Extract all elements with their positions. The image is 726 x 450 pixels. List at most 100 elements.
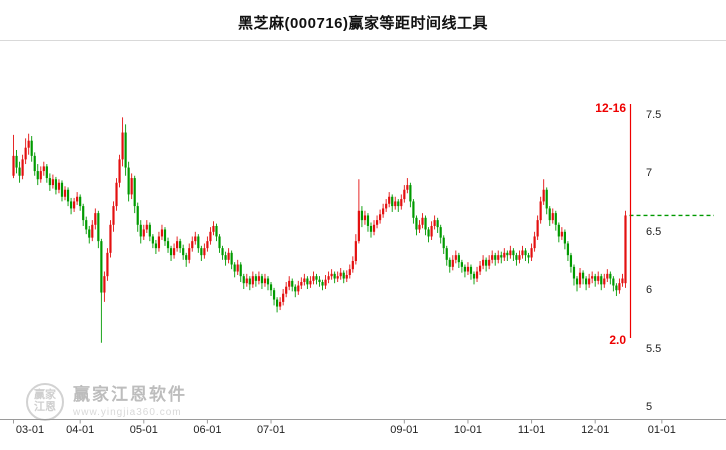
candle-body (318, 279, 321, 283)
candle-body (79, 196, 82, 207)
marker-value-label: 2.0 (609, 333, 626, 347)
candle-body (24, 147, 27, 160)
candle-body (169, 248, 173, 256)
candle-body (185, 255, 188, 260)
candle-body (88, 229, 91, 238)
candle-body (121, 132, 124, 160)
candle-body (321, 282, 324, 286)
candle-body (439, 227, 442, 238)
candle-body (48, 178, 51, 186)
candle-body (481, 259, 485, 266)
candle-body (139, 224, 142, 237)
candle-body (112, 206, 115, 225)
candle-body (212, 225, 215, 232)
candle-body (188, 248, 191, 260)
candle-body (560, 231, 563, 237)
candle-body (15, 155, 18, 168)
candle-body (45, 166, 48, 179)
candle-body (421, 217, 424, 225)
candle-body (76, 196, 79, 202)
candle-body (285, 286, 288, 294)
candle-body (385, 203, 388, 209)
candle-body (348, 269, 351, 276)
candle-body (563, 231, 566, 244)
candle-body (148, 224, 151, 237)
candle-body (109, 224, 112, 253)
candle-body (306, 278, 309, 285)
title-separator (0, 40, 726, 41)
candle-body (557, 224, 560, 237)
candle-body (251, 276, 254, 285)
candle-body (603, 278, 606, 285)
candle-body (594, 276, 597, 281)
candle-body (345, 275, 348, 279)
candle-body (209, 231, 212, 242)
candle-body (336, 276, 339, 279)
candle-body (127, 167, 130, 195)
candle-body (585, 278, 588, 285)
candle-body (342, 272, 345, 279)
candle-body (424, 217, 427, 230)
candle-body (512, 250, 515, 256)
watermark-logo-text-bottom: 江恩 (34, 401, 56, 413)
candle-body (372, 224, 376, 232)
candle-body (91, 224, 94, 238)
candle-body (515, 255, 518, 260)
candle-body (591, 276, 594, 279)
candle-body (485, 259, 488, 266)
candle-body (242, 276, 245, 284)
candle-body (415, 217, 418, 230)
candle-body (42, 166, 45, 172)
candle-body (533, 236, 536, 249)
candle-body (545, 189, 548, 209)
y-axis-label: 5.5 (646, 342, 662, 355)
candle-body (73, 201, 76, 209)
candle-body (621, 278, 624, 284)
x-axis-label: 09-01 (390, 424, 419, 436)
candle-body (382, 208, 385, 215)
candle-body (124, 132, 127, 168)
candle-body (279, 301, 282, 307)
candle-body (412, 201, 415, 218)
candle-body (360, 210, 364, 221)
candle-body (333, 273, 336, 279)
watermark: 赢家 江恩 赢家江恩软件 www.yingjia360.com (26, 383, 187, 421)
candle-body (566, 243, 570, 256)
candle-body (33, 155, 36, 172)
candle-body (375, 220, 379, 225)
candle-body (254, 276, 257, 281)
candle-body (472, 273, 476, 279)
candle-body (400, 199, 403, 207)
candle-body (324, 279, 327, 286)
candle-body (454, 255, 457, 260)
candle-body (530, 248, 533, 258)
candle-body (475, 271, 479, 279)
candle-body (63, 189, 67, 197)
y-axis-label: 6 (646, 284, 653, 297)
candle-body (427, 229, 430, 237)
candle-body (248, 278, 251, 285)
candle-body (624, 215, 627, 284)
y-axis-label: 6.5 (646, 225, 662, 238)
candle-body (430, 225, 433, 237)
candle-body (260, 276, 264, 284)
candle-body (163, 229, 167, 242)
candle-body (445, 248, 448, 260)
candle-body (118, 159, 121, 183)
x-axis-label: 07-01 (256, 424, 286, 436)
x-axis-label: 06-01 (193, 424, 222, 436)
candle-body (172, 248, 176, 256)
candle-body (21, 159, 24, 176)
candle-body (581, 272, 585, 279)
x-axis-label: 10-01 (453, 424, 482, 436)
candle-body (257, 276, 261, 281)
candle-body (12, 155, 15, 176)
candle-body (572, 266, 576, 279)
candle-body (391, 196, 394, 207)
candle-body (442, 237, 445, 249)
candle-body (609, 273, 612, 279)
x-axis-label: 03-01 (15, 424, 45, 436)
candle-body (294, 286, 297, 292)
